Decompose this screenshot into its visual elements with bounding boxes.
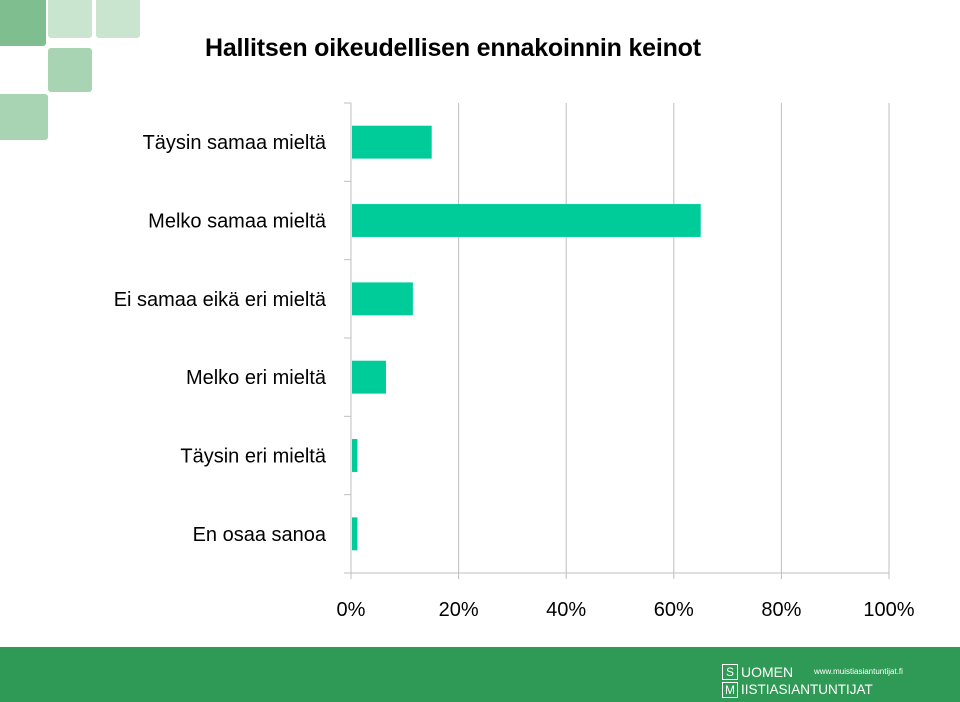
decor-square	[0, 0, 46, 46]
bar	[352, 204, 701, 237]
logo-word-bottom: IISTIASIANTUNTIJAT	[741, 682, 873, 697]
logo-letter-m: M	[722, 682, 738, 698]
bar	[352, 517, 358, 551]
decor-square	[0, 94, 48, 140]
decor-square	[48, 48, 92, 92]
logo: S UOMEN www.muistiasiantuntijat.fi M IIS…	[722, 664, 937, 698]
x-tick-label: 100%	[863, 599, 914, 621]
logo-letter-s: S	[722, 664, 738, 680]
category-label: Melko samaa mieltä	[148, 211, 327, 233]
x-tick-label: 80%	[761, 599, 801, 621]
category-label: En osaa sanoa	[193, 524, 327, 546]
category-label: Melko eri mieltä	[186, 367, 327, 389]
x-tick-label: 20%	[439, 599, 479, 621]
bar	[352, 125, 432, 159]
footer-band	[0, 647, 960, 702]
bar	[352, 282, 413, 316]
category-label: Täysin eri mieltä	[180, 446, 326, 468]
bar-chart: 0% 20% 40% 60% 80% 100% Täysin samaa mieltä Mel…	[114, 102, 915, 621]
decor-square	[48, 0, 92, 38]
logo-word-top: UOMEN	[741, 664, 794, 680]
x-tick-label: 40%	[546, 599, 586, 621]
x-tick-label: 60%	[654, 599, 694, 621]
x-tick-label: 0%	[337, 599, 366, 621]
decor-square	[96, 0, 140, 38]
bar	[352, 439, 358, 472]
logo-url: www.muistiasiantuntijat.fi	[814, 667, 903, 676]
category-label: Täysin samaa mieltä	[143, 132, 327, 154]
category-label: Ei samaa eikä eri mieltä	[114, 289, 327, 311]
chart-title: Hallitsen oikeudellisen ennakoinnin kein…	[205, 34, 701, 62]
bar	[352, 360, 386, 394]
